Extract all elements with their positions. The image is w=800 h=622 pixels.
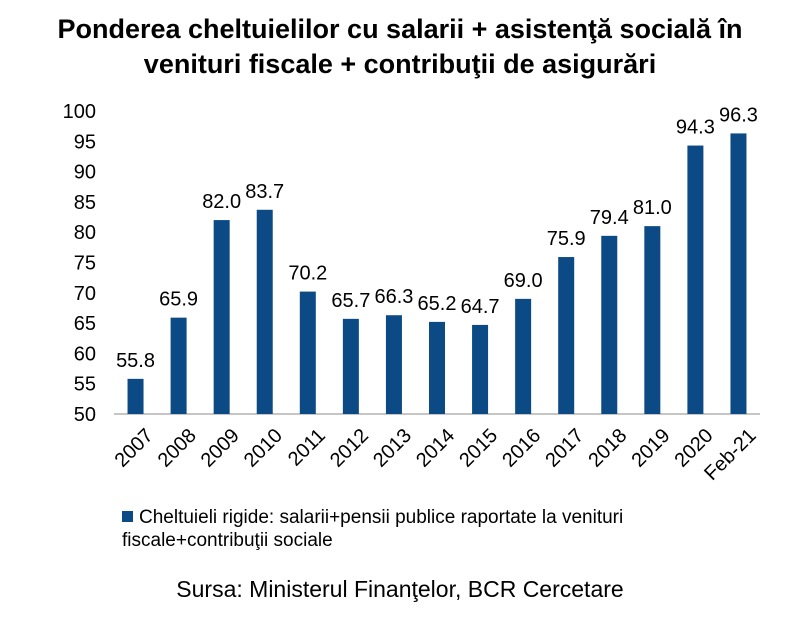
- bar: [127, 378, 144, 414]
- bar: [730, 133, 747, 414]
- y-tick-label: 85: [74, 192, 96, 214]
- data-label: 55.8: [116, 350, 155, 372]
- x-tick-label: 2013: [369, 425, 416, 472]
- y-tick-label: 55: [74, 374, 96, 396]
- data-label: 65.7: [331, 290, 370, 312]
- legend-swatch: [122, 511, 133, 522]
- data-label: 64.7: [461, 296, 500, 318]
- bars: [127, 133, 747, 415]
- data-label: 65.2: [418, 293, 457, 315]
- data-label: 82.0: [202, 191, 241, 213]
- x-tick-label: 2017: [541, 425, 588, 472]
- bar: [170, 317, 187, 414]
- legend-line-2: fiscale+contribuţii sociale: [122, 530, 333, 551]
- x-tick-label: 2012: [326, 425, 373, 472]
- legend-label-line-1: Cheltuieli rigide: salarii+pensii public…: [139, 507, 624, 528]
- data-label: 81.0: [633, 197, 672, 219]
- y-tick-label: 90: [74, 162, 96, 184]
- y-tick-label: 80: [74, 222, 96, 244]
- source-note: Sursa: Ministerul Finanţelor, BCR Cercet…: [176, 576, 624, 602]
- x-tick-label: 2011: [284, 425, 330, 471]
- y-tick-label: 65: [74, 313, 96, 335]
- legend: Cheltuieli rigide: salarii+pensii public…: [122, 506, 762, 552]
- x-axis: 2007200820092010201120122013201420152016…: [111, 425, 761, 485]
- bar: [256, 209, 273, 414]
- x-tick-label: 2016: [498, 425, 545, 472]
- x-tick-label: 2010: [240, 425, 287, 472]
- data-label: 94.3: [676, 117, 715, 139]
- data-label: 66.3: [374, 286, 413, 308]
- value-labels: 55.8 65.9 82.0 83.7 70.265.7 66.3 65.2 64.769.0…: [116, 104, 758, 371]
- bar: [472, 324, 489, 414]
- x-tick-label: 2009: [197, 425, 244, 472]
- bar: [385, 315, 402, 414]
- x-tick-label: 2018: [584, 425, 631, 472]
- data-label: 75.9: [547, 228, 586, 250]
- data-label: 96.3: [719, 104, 758, 126]
- y-tick-label: 95: [74, 131, 96, 153]
- data-label: 70.2: [288, 263, 327, 285]
- x-tick-label: 2008: [154, 425, 201, 472]
- x-tick-label: 2014: [412, 425, 459, 472]
- y-tick-label: 75: [74, 253, 96, 275]
- data-label: 83.7: [245, 181, 284, 203]
- x-tick-label: 2007: [111, 425, 158, 472]
- y-tick-label: 50: [74, 404, 96, 426]
- chart-title: Ponderea cheltuielilor cu salarii + asis…: [0, 12, 800, 82]
- y-tick-label: 100: [63, 101, 96, 123]
- bar: [601, 235, 618, 414]
- bar-chart: 50 55 60 65 70 75 80 85 90 95 100 55.8 65.9 82.0 83.7…: [63, 101, 761, 485]
- bar: [687, 145, 704, 415]
- chart-title-line-1: Ponderea cheltuielilor cu salarii + asis…: [57, 14, 743, 44]
- bar: [644, 226, 661, 414]
- data-label: 65.9: [159, 289, 198, 311]
- x-tick-label: 2019: [627, 425, 674, 472]
- legend-line-1: Cheltuieli rigide: salarii+pensii public…: [122, 506, 762, 529]
- data-label: 69.0: [504, 270, 543, 292]
- data-label: 79.4: [590, 207, 629, 229]
- bar: [342, 318, 359, 414]
- y-tick-label: 70: [74, 283, 96, 305]
- y-tick-label: 60: [74, 343, 96, 365]
- bar: [213, 220, 230, 414]
- bar: [558, 257, 575, 414]
- bar: [299, 291, 316, 414]
- bar: [515, 298, 532, 414]
- x-tick-label: 2015: [455, 425, 502, 472]
- bar: [429, 321, 445, 414]
- chart-title-line-2: venituri fiscale + contribuţii de asigur…: [143, 49, 657, 79]
- y-axis: 50 55 60 65 70 75 80 85 90 95 100: [63, 101, 760, 426]
